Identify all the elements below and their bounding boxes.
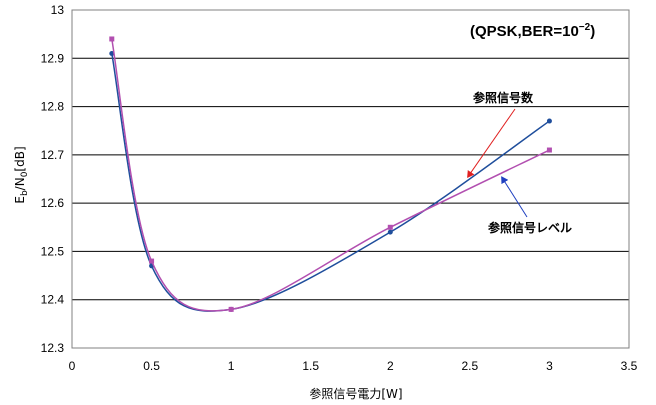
x-axis-label: 参照信号電力[W] — [309, 386, 402, 401]
y-tick-13: 13 — [51, 3, 65, 17]
y-tick-12.6: 12.6 — [41, 196, 65, 210]
series-1-point-1 — [109, 50, 115, 56]
series-2-point-2 — [149, 258, 155, 264]
condition-label: (QPSK,BER=10−2) — [470, 22, 595, 40]
x-tick-1: 1 — [228, 359, 235, 373]
x-tick-3: 3 — [546, 359, 553, 373]
y-tick-12.4: 12.4 — [41, 293, 65, 307]
series-2-point-1 — [109, 36, 115, 42]
y-tick-12.3: 12.3 — [41, 341, 65, 355]
series-line-2 — [111, 38, 550, 312]
plot-frame — [71, 9, 630, 349]
gridlines — [72, 9, 629, 349]
series-1-point-5 — [546, 118, 552, 124]
series-layer — [109, 36, 552, 312]
x-tick-2.5: 2.5 — [462, 359, 479, 373]
y-axis-label: Eb/N0[dB] — [13, 146, 30, 203]
x-tick-0.5: 0.5 — [143, 359, 160, 373]
y-tick-labels: 12.3 12.4 12.5 12.6 12.7 12.8 12.9 13 — [41, 3, 65, 355]
x-tick-1.5: 1.5 — [302, 359, 319, 373]
annotation-arrow-2 — [501, 176, 528, 218]
annotation-arrow-1 — [467, 108, 516, 178]
series-2-point-4 — [387, 224, 393, 230]
y-tick-12.8: 12.8 — [41, 100, 65, 114]
series-2-point-3 — [228, 306, 234, 312]
x-tick-0: 0 — [69, 359, 76, 373]
annotation-label-2: 参照信号レベル — [488, 220, 572, 235]
y-tick-12.7: 12.7 — [41, 148, 65, 162]
annotation-label-1: 参照信号数 — [473, 90, 534, 105]
series-2-point-5 — [546, 147, 552, 153]
x-tick-3.5: 3.5 — [621, 359, 638, 373]
y-tick-12.9: 12.9 — [41, 51, 65, 65]
series-1-point-4 — [387, 229, 393, 235]
x-tick-2: 2 — [387, 359, 394, 373]
y-tick-12.5: 12.5 — [41, 244, 65, 258]
x-tick-labels: 0 0.5 1 1.5 2 2.5 3 3.5 — [69, 359, 638, 373]
